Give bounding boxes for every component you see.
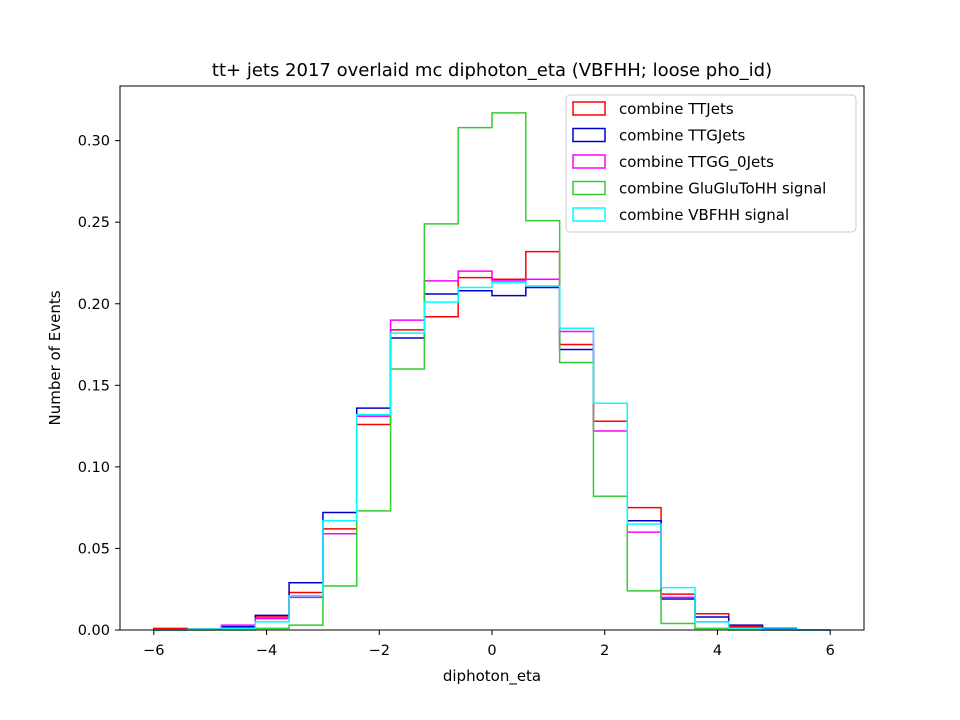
y-tick-label: 0.05 <box>78 541 110 557</box>
x-tick-label: −2 <box>369 643 390 659</box>
x-tick-label: −4 <box>256 643 277 659</box>
y-axis-ticks: 0.00 0.05 0.10 0.15 0.20 0.25 0.30 <box>78 134 120 639</box>
y-tick-label: 0.25 <box>78 215 110 231</box>
x-tick-label: 0 <box>487 643 496 659</box>
legend-label: combine TTGG_0Jets <box>619 153 774 172</box>
legend-swatch <box>572 127 606 143</box>
y-tick-label: 0.10 <box>78 460 110 476</box>
y-axis-label: Number of Events <box>46 290 64 425</box>
legend-swatch <box>572 101 606 116</box>
legend-swatch <box>572 154 606 169</box>
x-axis-label: diphoton_eta <box>443 667 541 686</box>
x-tick-label: 6 <box>826 643 835 659</box>
x-axis-ticks: −6 −4 −2 0 2 4 6 <box>143 630 835 659</box>
legend-label: combine TTJets <box>619 100 734 118</box>
series-group <box>153 112 831 631</box>
legend-swatch <box>572 180 606 196</box>
series-line-3 <box>153 112 831 631</box>
y-tick-label: 0.15 <box>78 378 110 394</box>
x-tick-label: 2 <box>600 643 609 659</box>
y-tick-label: 0.20 <box>78 297 110 313</box>
legend-label: combine GluGluToHH signal <box>619 180 826 198</box>
x-tick-label: −6 <box>143 643 164 659</box>
x-tick-label: 4 <box>713 643 722 659</box>
chart-title: tt+ jets 2017 overlaid mc diphoton_eta (… <box>212 60 772 81</box>
legend-swatch <box>572 207 606 222</box>
legend-label: combine VBFHH signal <box>619 206 789 224</box>
series-line-1 <box>153 286 831 631</box>
y-tick-label: 0.00 <box>78 623 110 639</box>
plot-area: −6 −4 −2 0 2 4 6 0.00 0.05 0.10 0.15 0.20 0.25 0.30 <box>78 85 865 659</box>
legend: combine TTJets combine TTGJets combine TTG… <box>565 94 857 233</box>
y-tick-label: 0.30 <box>78 134 110 150</box>
legend-label: combine TTGJets <box>619 127 745 145</box>
series-line-4 <box>153 281 831 631</box>
legend-box <box>565 94 857 233</box>
